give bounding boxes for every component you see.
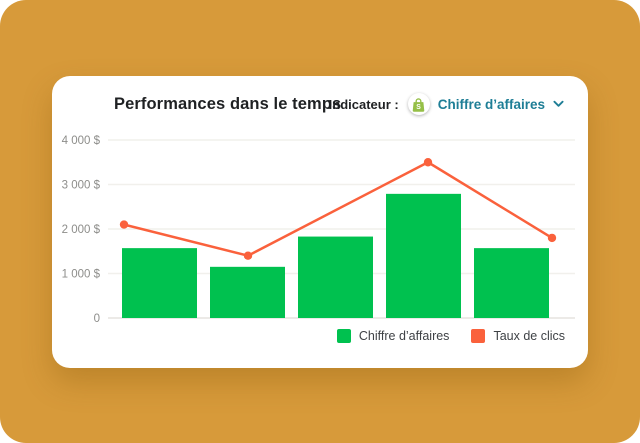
shopify-icon: S <box>407 93 430 115</box>
revenue-bar <box>474 248 549 318</box>
y-axis-label: 1 000 $ <box>62 269 101 281</box>
line-point <box>243 251 253 260</box>
svg-text:S: S <box>416 104 421 111</box>
indicator-value: Chiffre d’affaires <box>437 96 545 112</box>
y-axis-label: 2 000 $ <box>62 224 101 236</box>
revenue-bar <box>122 248 197 318</box>
legend-item-revenue: Chiffre d’affaires <box>336 329 450 343</box>
chart-legend: Chiffre d’affaires Taux de clics <box>336 329 565 343</box>
revenue-bar <box>210 266 285 318</box>
performance-card: Performances dans le temps Indicateur : … <box>52 76 588 368</box>
revenue-bar <box>386 193 461 318</box>
line-point <box>119 220 129 229</box>
legend-swatch-revenue <box>336 329 351 343</box>
legend-label-revenue: Chiffre d’affaires <box>358 329 450 343</box>
legend-item-clicks: Taux de clics <box>471 329 565 343</box>
clicks-line <box>123 161 553 257</box>
indicator-label: Indicateur : <box>328 96 399 112</box>
line-point <box>423 158 433 167</box>
indicator-row: Indicateur : S Chiffre d’affaires <box>329 92 564 116</box>
chevron-down-icon <box>553 100 564 108</box>
legend-label-clicks: Taux de clics <box>493 329 565 343</box>
y-axis-label: 0 <box>94 313 100 325</box>
card-title: Performances dans le temps <box>114 95 342 113</box>
line-point <box>547 233 557 243</box>
revenue-bar <box>298 236 373 318</box>
performance-chart: 4 000 $ 3 000 $ 2 000 $ 1 000 $ 0 <box>62 135 575 325</box>
y-axis-label: 4 000 $ <box>62 135 101 147</box>
y-axis-label: 3 000 $ <box>62 180 101 192</box>
legend-swatch-clicks <box>471 329 486 343</box>
indicator-dropdown[interactable]: S Chiffre d’affaires <box>407 93 564 115</box>
